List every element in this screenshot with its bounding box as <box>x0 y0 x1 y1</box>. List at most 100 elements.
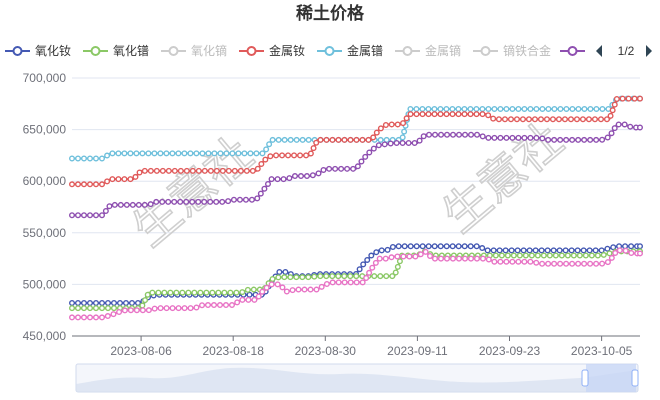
data-point[interactable] <box>557 136 564 143</box>
data-point[interactable] <box>279 152 286 159</box>
data-point[interactable] <box>250 286 257 293</box>
data-point[interactable] <box>443 243 450 250</box>
data-point[interactable] <box>68 299 75 306</box>
data-point[interactable] <box>473 105 480 112</box>
data-point[interactable] <box>303 173 310 180</box>
data-point[interactable] <box>303 152 310 159</box>
data-point[interactable] <box>606 250 613 257</box>
data-point[interactable] <box>532 247 539 254</box>
data-point[interactable] <box>98 155 105 162</box>
data-point[interactable] <box>204 302 211 309</box>
plot-area[interactable] <box>68 95 644 321</box>
data-point[interactable] <box>419 105 426 112</box>
data-point[interactable] <box>363 275 370 282</box>
data-point[interactable] <box>612 249 619 256</box>
data-point[interactable] <box>299 274 306 281</box>
data-point[interactable] <box>394 263 401 270</box>
data-point[interactable] <box>544 247 551 254</box>
data-point[interactable] <box>207 167 214 174</box>
data-point[interactable] <box>538 247 545 254</box>
data-point[interactable] <box>187 150 194 157</box>
data-point[interactable] <box>587 105 594 112</box>
data-point[interactable] <box>353 279 360 286</box>
data-point[interactable] <box>497 105 504 112</box>
data-point[interactable] <box>580 247 587 254</box>
data-point[interactable] <box>413 105 420 112</box>
data-point[interactable] <box>419 111 426 118</box>
data-point[interactable] <box>575 260 582 267</box>
data-point[interactable] <box>394 121 401 128</box>
data-point[interactable] <box>86 305 93 312</box>
data-point[interactable] <box>317 136 324 143</box>
data-point[interactable] <box>211 150 218 157</box>
data-point[interactable] <box>628 243 635 250</box>
data-point[interactable] <box>245 296 252 303</box>
data-point[interactable] <box>269 136 276 143</box>
data-point[interactable] <box>291 173 298 180</box>
data-point[interactable] <box>246 291 253 298</box>
data-point[interactable] <box>299 136 306 143</box>
data-point[interactable] <box>189 167 196 174</box>
data-point[interactable] <box>581 105 588 112</box>
data-point[interactable] <box>527 134 534 141</box>
data-point[interactable] <box>153 198 160 205</box>
data-point[interactable] <box>183 167 190 174</box>
data-point[interactable] <box>360 261 367 268</box>
data-point[interactable] <box>139 302 146 309</box>
data-point[interactable] <box>456 131 463 138</box>
data-point[interactable] <box>163 150 170 157</box>
data-point[interactable] <box>526 247 533 254</box>
data-point[interactable] <box>613 95 620 102</box>
data-point[interactable] <box>521 105 528 112</box>
data-point[interactable] <box>68 314 75 321</box>
data-point[interactable] <box>353 273 360 280</box>
data-point[interactable] <box>455 105 462 112</box>
data-point[interactable] <box>563 136 570 143</box>
legend-item-2[interactable]: 氧化镝 <box>161 43 227 58</box>
data-point[interactable] <box>323 136 330 143</box>
data-point[interactable] <box>80 155 87 162</box>
data-point[interactable] <box>68 181 75 188</box>
data-point[interactable] <box>199 302 206 309</box>
data-point[interactable] <box>193 304 200 311</box>
data-point[interactable] <box>234 299 241 306</box>
data-point[interactable] <box>74 155 81 162</box>
data-point[interactable] <box>335 279 342 286</box>
data-point[interactable] <box>92 212 99 219</box>
legend-item-0[interactable]: 氧化钕 <box>5 43 71 58</box>
data-point[interactable] <box>437 255 444 262</box>
data-point[interactable] <box>611 101 618 108</box>
data-point[interactable] <box>419 243 426 250</box>
zoom-right-handle[interactable] <box>631 369 639 387</box>
data-point[interactable] <box>513 116 520 123</box>
data-point[interactable] <box>534 252 541 259</box>
legend-item-3[interactable]: 金属钕 <box>239 43 305 58</box>
data-point[interactable] <box>587 260 594 267</box>
data-point[interactable] <box>416 137 423 144</box>
data-point[interactable] <box>263 284 270 291</box>
data-point[interactable] <box>273 152 280 159</box>
data-point[interactable] <box>377 273 384 280</box>
data-point[interactable] <box>405 140 412 147</box>
data-point[interactable] <box>104 299 111 306</box>
data-point[interactable] <box>582 252 589 259</box>
data-point[interactable] <box>631 95 638 102</box>
data-point[interactable] <box>437 243 444 250</box>
data-point[interactable] <box>259 288 266 295</box>
data-point[interactable] <box>376 255 383 262</box>
data-point[interactable] <box>551 136 558 143</box>
data-point[interactable] <box>450 131 457 138</box>
data-point[interactable] <box>473 111 480 118</box>
data-point[interactable] <box>197 289 204 296</box>
data-point[interactable] <box>455 243 462 250</box>
data-point[interactable] <box>375 142 382 149</box>
data-point[interactable] <box>568 247 575 254</box>
data-point[interactable] <box>507 116 514 123</box>
series-1[interactable] <box>68 95 644 188</box>
data-point[interactable] <box>401 128 408 135</box>
data-point[interactable] <box>389 273 396 280</box>
data-point[interactable] <box>551 260 558 267</box>
data-point[interactable] <box>254 165 261 172</box>
data-point[interactable] <box>286 175 293 182</box>
data-point[interactable] <box>377 125 384 132</box>
